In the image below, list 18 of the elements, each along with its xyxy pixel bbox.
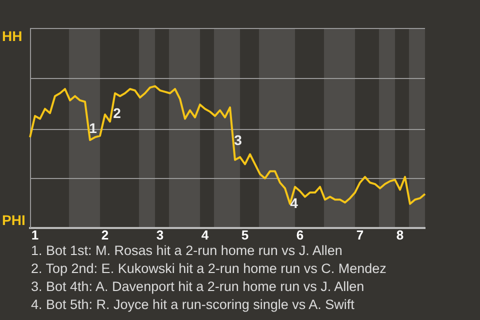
x-tick-label: 1 <box>31 227 39 242</box>
annotation: 1 <box>89 120 97 136</box>
text: 3. Bot 4th: A. Davenport hit a 2-run home run vs J. Allen <box>31 278 366 296</box>
annotation: 3 <box>234 132 242 148</box>
text: 4. Bot 5th: R. Joyce hit a run-scoring single vs A. Swift <box>31 296 356 314</box>
x-tick-label: 3 <box>156 227 164 242</box>
x-tick-label: 4 <box>201 227 210 242</box>
text: 1. Bot 1st: M. Rosas hit a 2-run home run vs J. Allen <box>31 242 344 260</box>
x-tick-label: 6 <box>296 227 304 242</box>
annotation: 4 <box>290 195 298 211</box>
annotation: 2 <box>113 105 121 121</box>
text: HH <box>2 28 22 44</box>
text: 2. Top 2nd: E. Kukowski hit a 2-run home run vs C. Mendez <box>31 260 386 278</box>
x-tick-label: 7 <box>356 227 364 242</box>
x-tick-label: 5 <box>241 227 249 242</box>
x-tick-label: 2 <box>101 227 109 242</box>
x-tick-label: 8 <box>396 227 404 242</box>
text: PHI <box>2 212 26 228</box>
